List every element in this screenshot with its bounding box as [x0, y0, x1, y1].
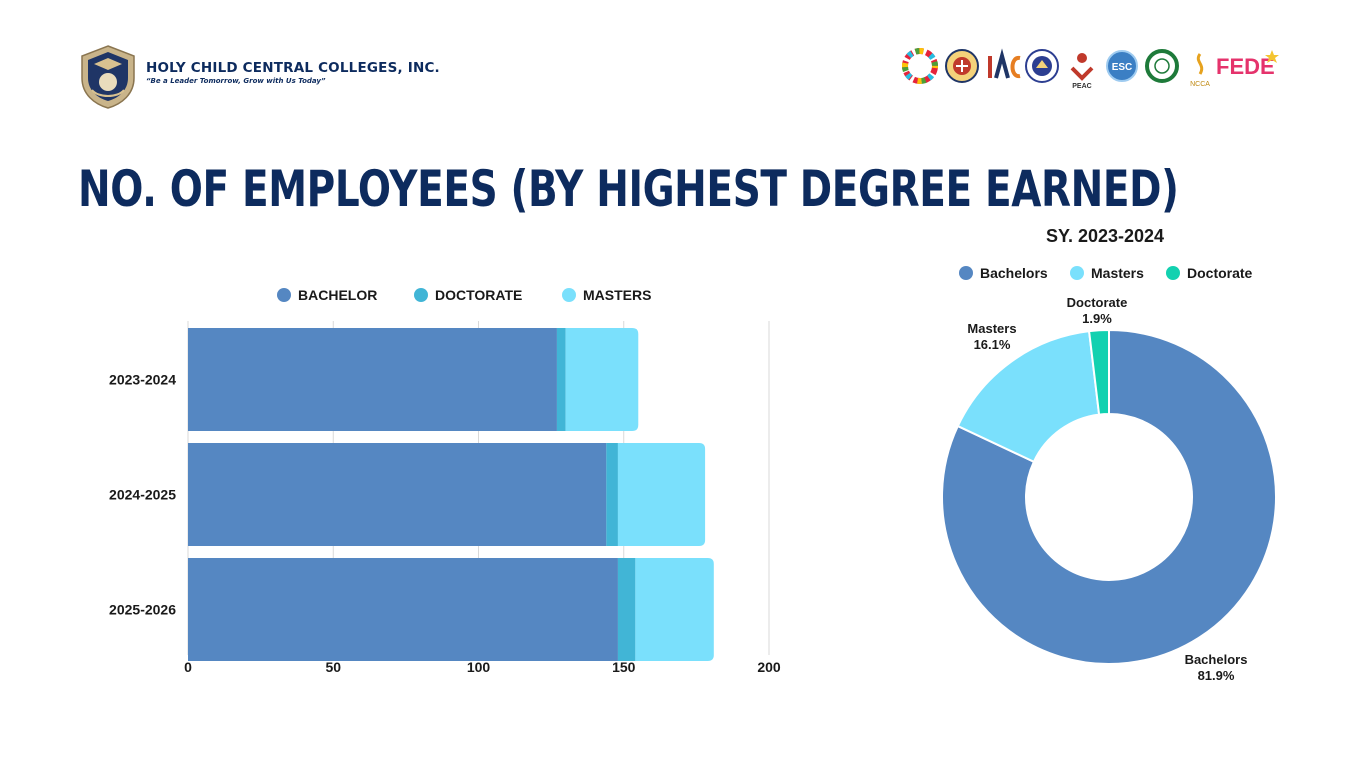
esc-label: ESC: [1112, 62, 1133, 73]
bar-legend-item-doctorate: DOCTORATE: [414, 287, 522, 303]
donut-legend-label: Doctorate: [1187, 265, 1253, 281]
bar-doctorate-2023-2024: [556, 328, 566, 431]
donut-legend-item-masters: Masters: [1070, 265, 1144, 281]
x-tick-label: 150: [612, 659, 636, 675]
peac-label: PEAC: [1072, 83, 1091, 90]
seal-icon: [945, 49, 979, 83]
partner-logos: PEAC ESC NCCA FEDE: [902, 48, 1279, 90]
donut-legend-item-doctorate: Doctorate: [1166, 265, 1253, 281]
deped-seal-icon: [1025, 49, 1059, 83]
iac-logo-icon: [988, 48, 1021, 79]
bar-masters-2023-2024: [565, 328, 639, 431]
donut-slice-label: Masters: [967, 321, 1016, 336]
bar-bachelor-2023-2024: [188, 328, 557, 431]
bar-legend-swatch: [562, 288, 576, 302]
donut-slice-value: 1.9%: [1082, 311, 1112, 326]
stacked-bar-chart: BACHELOR DOCTORATE MASTERS 0 50 100 150 200 2023…: [109, 287, 781, 675]
donut-slice-bachelors: [941, 328, 1277, 665]
esc-logo-icon: ESC: [1106, 50, 1138, 82]
donut-legend-swatch: [959, 266, 973, 280]
donut-slice-label: Bachelors: [1185, 652, 1248, 667]
bar-masters-2024-2025: [617, 443, 706, 546]
bar-legend-label: MASTERS: [583, 287, 651, 303]
donut-legend-swatch: [1070, 266, 1084, 280]
ncca-logo-icon: NCCA: [1190, 53, 1210, 88]
school-name: HOLY CHILD CENTRAL COLLEGES, INC.: [146, 60, 440, 76]
bar-bachelor-2025-2026: [188, 558, 618, 661]
bar-legend-item-bachelor: BACHELOR: [277, 287, 377, 303]
sdg-wheel-icon: [902, 48, 938, 84]
school-motto: “Be a Leader Tomorrow, Grow with Us Toda…: [146, 77, 326, 85]
donut-slice-doctorate: [1087, 328, 1110, 416]
donut-legend-swatch: [1166, 266, 1180, 280]
green-seal-icon: [1145, 49, 1179, 83]
donut-slice-label: Doctorate: [1067, 295, 1128, 310]
bar-legend-swatch: [414, 288, 428, 302]
bar-bachelor-2024-2025: [188, 443, 607, 546]
y-tick-label: 2023-2024: [109, 372, 176, 388]
donut-title: SY. 2023-2024: [1046, 226, 1164, 246]
bar-legend-item-masters: MASTERS: [562, 287, 651, 303]
x-tick-label: 100: [467, 659, 491, 675]
donut-legend-label: Masters: [1091, 265, 1144, 281]
x-tick-label: 200: [757, 659, 781, 675]
bar-legend-swatch: [277, 288, 291, 302]
donut-legend-item-bachelors: Bachelors: [959, 265, 1048, 281]
school-logo: [81, 45, 135, 109]
y-tick-label: 2025-2026: [109, 602, 176, 618]
x-tick-label: 50: [325, 659, 341, 675]
bar-legend-label: BACHELOR: [298, 287, 377, 303]
donut-slice-value: 81.9%: [1198, 668, 1235, 683]
ncca-label: NCCA: [1190, 81, 1210, 88]
donut-legend-label: Bachelors: [980, 265, 1048, 281]
fede-label: FEDE: [1216, 54, 1275, 79]
bar-masters-2025-2026: [635, 558, 714, 661]
bar-legend-label: DOCTORATE: [435, 287, 522, 303]
page-title: NO. OF EMPLOYEES (BY HIGHEST DEGREE EARN…: [78, 160, 1179, 218]
donut-slice-value: 16.1%: [974, 337, 1011, 352]
peac-logo-icon: PEAC: [1070, 53, 1094, 90]
donut-chart: SY. 2023-2024 Bachelors Masters Doctorate Ba…: [941, 226, 1277, 683]
y-tick-label: 2024-2025: [109, 487, 176, 503]
bar-doctorate-2025-2026: [617, 558, 636, 661]
fede-logo-icon: FEDE: [1216, 50, 1279, 79]
x-tick-label: 0: [184, 659, 192, 675]
bar-doctorate-2024-2025: [606, 443, 618, 546]
